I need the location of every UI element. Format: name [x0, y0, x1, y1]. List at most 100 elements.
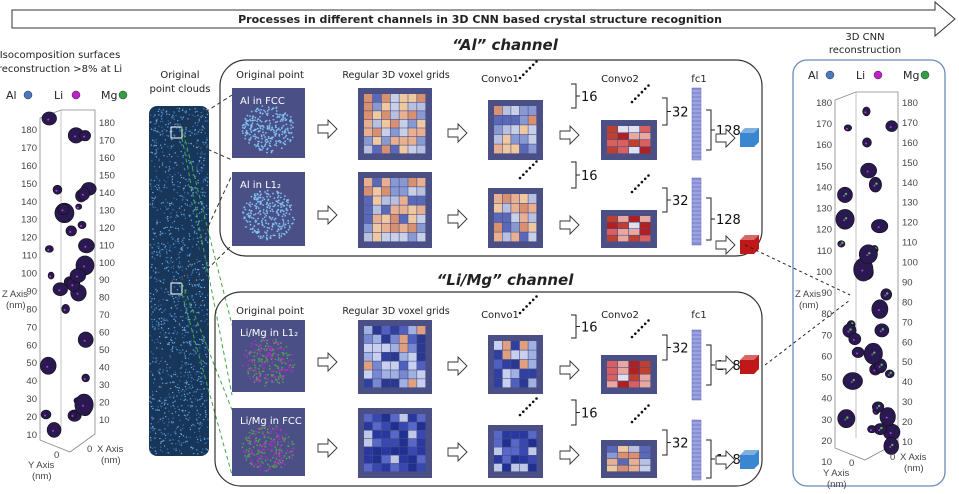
- cloud-point: [177, 300, 180, 303]
- atom-point: [258, 448, 260, 451]
- cloud-point: [187, 374, 189, 376]
- atom-point: [292, 126, 294, 129]
- cloud-point: [192, 189, 194, 191]
- cloud-point: [184, 244, 186, 246]
- z-tick-left: 170: [21, 143, 37, 154]
- atom-point: [257, 145, 260, 148]
- cloud-point: [201, 201, 203, 203]
- cloud-point: [161, 243, 163, 245]
- atom-point: [283, 440, 286, 443]
- cloud-point: [151, 152, 154, 154]
- cloud-point: [166, 201, 169, 204]
- atom-point: [266, 147, 269, 150]
- atom-point: [282, 224, 285, 226]
- atom-point: [281, 362, 283, 364]
- cloud-point: [195, 370, 198, 373]
- z-tick-right: 130: [99, 205, 115, 216]
- cloud-point: [200, 153, 202, 155]
- cloud-point: [202, 264, 204, 266]
- cloud-point: [160, 418, 162, 420]
- cloud-point: [196, 261, 199, 264]
- cloud-point: [189, 352, 192, 355]
- cloud-point: [205, 176, 208, 178]
- atom-point: [273, 218, 276, 221]
- fc1-layer-bar: [691, 419, 702, 481]
- cloud-point: [157, 406, 159, 408]
- cloud-point: [203, 191, 205, 193]
- voxel-cell: [381, 455, 390, 464]
- ellipsis-dot: [634, 417, 637, 421]
- cloud-point: [178, 295, 180, 297]
- cloud-point: [152, 427, 154, 429]
- atom-point: [249, 115, 251, 118]
- cloud-point: [161, 164, 164, 166]
- cloud-point: [178, 323, 181, 325]
- li-atom: [49, 275, 52, 278]
- voxel-cell: [629, 216, 640, 222]
- atom-point: [249, 434, 252, 437]
- atom-point: [270, 358, 273, 361]
- cloud-point: [160, 442, 162, 444]
- cloud-point: [167, 433, 169, 435]
- layer-brace: [571, 161, 580, 189]
- cloud-point: [153, 398, 155, 400]
- atom-point: [248, 447, 251, 450]
- cloud-point: [166, 218, 169, 220]
- atom-point: [270, 441, 273, 443]
- z-tick-right: 110: [99, 240, 114, 251]
- cloud-point: [202, 388, 205, 391]
- voxel-cell: [364, 352, 373, 361]
- cloud-point: [198, 290, 201, 293]
- sample-label: Li/Mg in L1₂: [240, 328, 298, 339]
- precipitate-blob: [842, 372, 863, 390]
- cloud-point: [178, 260, 181, 263]
- voxel-cell: [629, 222, 640, 229]
- atom-point: [252, 369, 255, 372]
- atom-point: [249, 205, 252, 208]
- voxel-cell: [640, 361, 651, 368]
- cloud-point: [165, 166, 167, 168]
- z-tick-left: 130: [21, 215, 37, 226]
- atom-point: [269, 234, 272, 237]
- cloud-point: [158, 372, 160, 374]
- atom-point: [262, 370, 265, 373]
- cloud-point: [161, 111, 163, 114]
- cloud-point: [184, 334, 186, 337]
- atom-point: [255, 431, 258, 433]
- filter-count: 16: [581, 407, 598, 422]
- cloud-point: [171, 117, 173, 119]
- cloud-point: [178, 256, 180, 259]
- cloud-point: [161, 120, 164, 123]
- cloud-point: [185, 381, 187, 384]
- cloud-point: [186, 381, 188, 383]
- voxel-cell: [390, 370, 399, 379]
- cloud-point: [161, 113, 163, 116]
- cloud-point: [159, 221, 161, 223]
- cloud-point: [169, 396, 171, 398]
- cloud-point: [160, 360, 162, 363]
- voxel-cell: [528, 232, 537, 242]
- cloud-point: [188, 383, 190, 386]
- cloud-point: [181, 360, 183, 363]
- voxel-cell: [417, 379, 426, 388]
- atom-point: [256, 144, 259, 147]
- cloud-point: [165, 123, 167, 126]
- cloud-point: [198, 272, 201, 274]
- atom-point: [267, 463, 269, 466]
- cloud-point: [180, 398, 182, 400]
- cylinder-body: [149, 106, 209, 456]
- cloud-point: [197, 412, 200, 414]
- atom-point: [273, 370, 275, 373]
- atom-point: [268, 365, 271, 367]
- cloud-point: [169, 366, 172, 369]
- cloud-point: [204, 179, 207, 182]
- atom-point: [276, 230, 279, 233]
- z-tick-left: 120: [816, 225, 832, 236]
- cloud-point: [168, 332, 170, 334]
- atom-point: [267, 436, 270, 439]
- cloud-point: [154, 127, 156, 129]
- right-reconstruction-column: 1020304050607080901001101201301401501601…: [795, 91, 927, 490]
- cloud-point: [201, 266, 204, 269]
- atom-point: [252, 376, 255, 378]
- li-atom: [69, 230, 72, 233]
